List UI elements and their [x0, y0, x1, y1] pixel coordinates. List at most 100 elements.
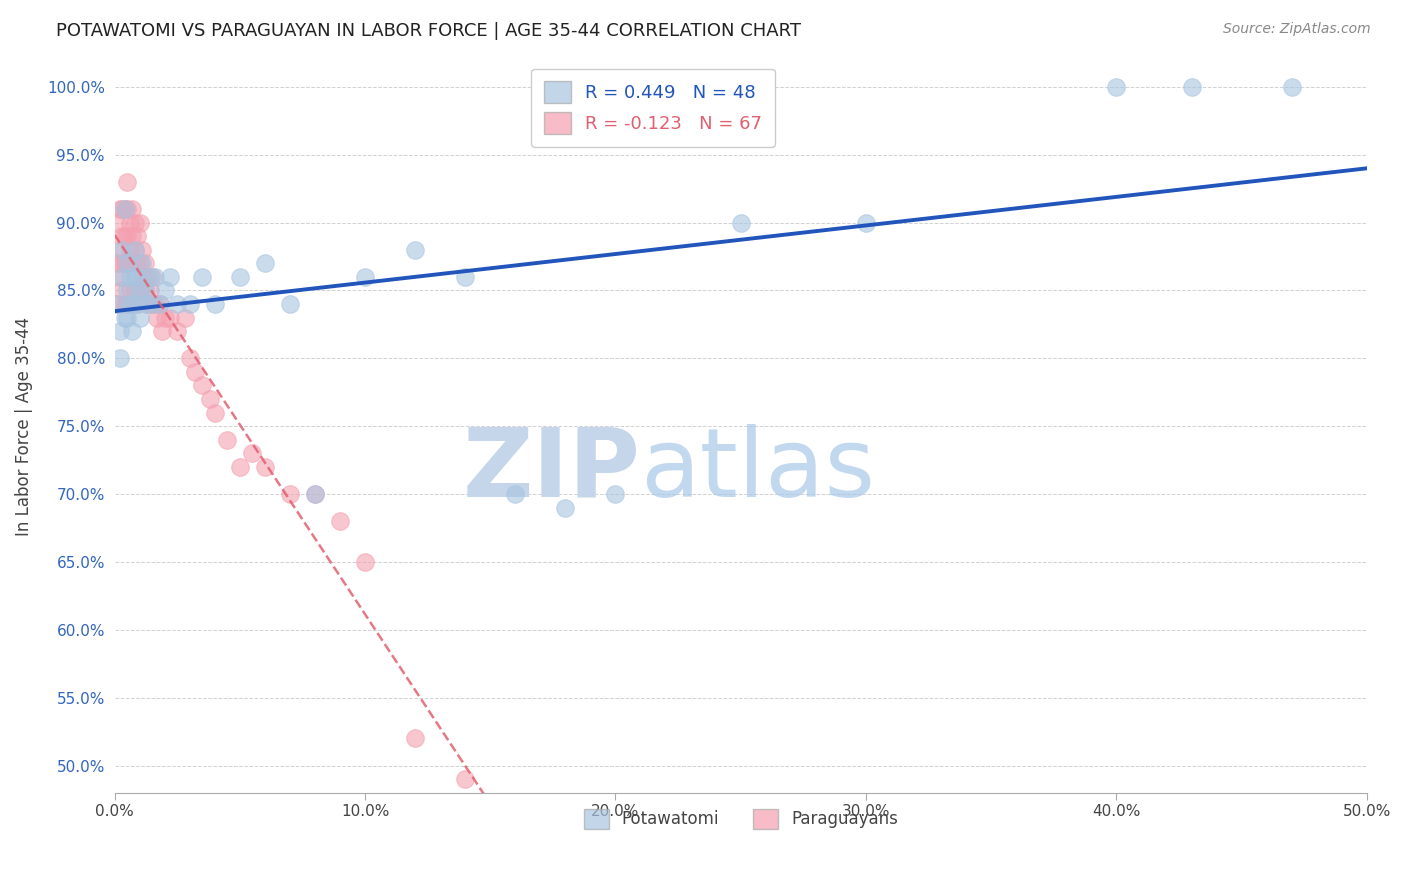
Point — [114, 310, 136, 325]
Point — [105, 297, 128, 311]
Point — [128, 256, 150, 270]
Point — [128, 310, 150, 325]
Point — [127, 256, 149, 270]
Point — [115, 202, 138, 216]
Point — [124, 243, 146, 257]
Point — [143, 297, 166, 311]
Point — [253, 256, 276, 270]
Point — [159, 310, 181, 325]
Point — [118, 243, 141, 257]
Point — [136, 297, 159, 311]
Point — [354, 269, 377, 284]
Point — [127, 297, 149, 311]
Point — [278, 487, 301, 501]
Point — [179, 351, 201, 366]
Point — [115, 256, 138, 270]
Point — [240, 446, 263, 460]
Point — [115, 297, 138, 311]
Point — [191, 378, 214, 392]
Point — [134, 284, 156, 298]
Point — [114, 202, 136, 216]
Point — [278, 297, 301, 311]
Point — [105, 256, 128, 270]
Point — [108, 202, 131, 216]
Point — [127, 229, 149, 244]
Point — [114, 229, 136, 244]
Point — [141, 297, 163, 311]
Text: POTAWATOMI VS PARAGUAYAN IN LABOR FORCE | AGE 35-44 CORRELATION CHART: POTAWATOMI VS PARAGUAYAN IN LABOR FORCE … — [56, 22, 801, 40]
Point — [141, 269, 163, 284]
Point — [1281, 79, 1303, 94]
Point — [1180, 79, 1202, 94]
Point — [354, 555, 377, 569]
Point — [138, 284, 160, 298]
Point — [105, 297, 128, 311]
Point — [115, 229, 138, 244]
Point — [229, 459, 252, 474]
Point — [118, 269, 141, 284]
Point — [454, 269, 477, 284]
Point — [105, 215, 128, 229]
Point — [127, 297, 149, 311]
Point — [329, 514, 352, 528]
Point — [253, 459, 276, 474]
Point — [138, 269, 160, 284]
Point — [454, 772, 477, 786]
Point — [229, 269, 252, 284]
Point — [121, 297, 143, 311]
Point — [111, 284, 134, 298]
Point — [128, 215, 150, 229]
Point — [136, 297, 159, 311]
Point — [204, 406, 226, 420]
Point — [134, 284, 156, 298]
Point — [128, 284, 150, 298]
Point — [304, 487, 326, 501]
Point — [184, 365, 207, 379]
Point — [124, 284, 146, 298]
Point — [121, 297, 143, 311]
Point — [115, 175, 138, 189]
Point — [127, 269, 149, 284]
Point — [121, 229, 143, 244]
Point — [111, 202, 134, 216]
Point — [108, 324, 131, 338]
Point — [111, 243, 134, 257]
Point — [730, 215, 752, 229]
Text: ZIP: ZIP — [463, 424, 641, 516]
Point — [166, 297, 188, 311]
Point — [114, 297, 136, 311]
Point — [115, 310, 138, 325]
Point — [121, 324, 143, 338]
Point — [118, 297, 141, 311]
Point — [153, 310, 176, 325]
Legend: Potawatomi, Paraguayans: Potawatomi, Paraguayans — [576, 802, 904, 836]
Point — [149, 297, 172, 311]
Point — [114, 202, 136, 216]
Point — [131, 243, 153, 257]
Point — [166, 324, 188, 338]
Point — [115, 284, 138, 298]
Point — [1105, 79, 1128, 94]
Point — [118, 215, 141, 229]
Point — [404, 731, 426, 746]
Y-axis label: In Labor Force | Age 35-44: In Labor Force | Age 35-44 — [15, 317, 32, 536]
Point — [128, 284, 150, 298]
Point — [108, 243, 131, 257]
Point — [124, 243, 146, 257]
Point — [605, 487, 627, 501]
Point — [118, 284, 141, 298]
Point — [115, 256, 138, 270]
Point — [149, 297, 172, 311]
Point — [146, 310, 169, 325]
Point — [124, 269, 146, 284]
Text: atlas: atlas — [641, 424, 876, 516]
Point — [121, 256, 143, 270]
Point — [111, 229, 134, 244]
Point — [191, 269, 214, 284]
Point — [179, 297, 201, 311]
Point — [204, 297, 226, 311]
Point — [136, 269, 159, 284]
Point — [855, 215, 877, 229]
Point — [108, 351, 131, 366]
Point — [131, 269, 153, 284]
